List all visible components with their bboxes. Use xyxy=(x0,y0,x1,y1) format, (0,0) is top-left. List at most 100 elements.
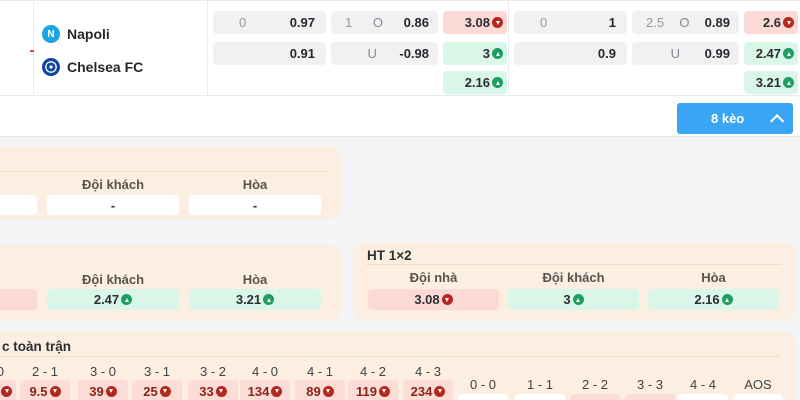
draw-odds-cell[interactable]: - xyxy=(189,195,321,215)
trend-up-icon xyxy=(572,294,584,305)
market-panel-ht1x2: HT 1×2 Đội nhà Đội khách Hòa 3.08 3 2.16 xyxy=(353,242,795,320)
trend-down-icon xyxy=(271,385,283,397)
trend-up-icon xyxy=(721,294,733,305)
trend-up-icon xyxy=(121,294,133,305)
away-odds-cell[interactable]: 2.47 xyxy=(47,289,179,310)
x12-away-odds-cell[interactable]: 3 xyxy=(443,42,507,65)
ou1-over-cell[interactable]: 1 O 0.86 xyxy=(331,11,438,34)
score-odds-cell[interactable]: 234 xyxy=(403,380,453,400)
odds-value: 0.89 xyxy=(704,15,730,30)
odds-value: 3.08 xyxy=(464,15,490,30)
score-odds-cell[interactable] xyxy=(515,394,565,400)
odds-value: 0.9 xyxy=(597,46,616,61)
x12-home-odds-cell[interactable]: 3.08 xyxy=(443,11,507,34)
draw-odds-cell[interactable]: 3.21 xyxy=(189,289,321,310)
odds-value: 0.99 xyxy=(704,46,730,61)
away-odds-cell[interactable]: - xyxy=(47,195,179,215)
odds-value: 0.86 xyxy=(403,15,429,30)
handicap2-away-cell[interactable]: 0.9 xyxy=(514,42,627,65)
odds-value: 89 xyxy=(306,383,321,399)
handicap2-home-cell[interactable]: 0 1 xyxy=(514,11,627,34)
line-value: 1 xyxy=(345,15,353,30)
score-odds-cell[interactable]: 33 xyxy=(188,380,238,400)
expand-markets-button[interactable]: 8 kèo xyxy=(677,103,793,134)
trend-down-icon xyxy=(441,294,453,305)
score-label: 4 - 3 xyxy=(414,364,441,379)
divider xyxy=(0,171,328,172)
handicap1-away-cell[interactable]: 0.91 xyxy=(213,42,326,65)
odds-value: 234 xyxy=(410,383,433,399)
away-team-name: Chelsea FC xyxy=(67,59,144,75)
score-label: 0 - 0 xyxy=(469,377,496,392)
odds-value: 2.6 xyxy=(762,15,781,30)
over-label: O xyxy=(679,15,690,30)
score-odds-cell[interactable]: 119 xyxy=(348,380,398,400)
odds-value: - xyxy=(252,197,258,213)
trend-down-icon xyxy=(105,385,117,397)
draw-column-header: Hòa xyxy=(242,177,268,192)
handicap1-home-cell[interactable]: 0 0.97 xyxy=(213,11,326,34)
score-odds-cell[interactable]: 134 xyxy=(240,380,290,400)
score-odds-cell[interactable] xyxy=(0,380,16,400)
x12b-draw-odds-cell[interactable]: 3.21 xyxy=(744,71,798,94)
odds-value: 2.47 xyxy=(755,46,781,61)
score-odds-cell[interactable] xyxy=(625,394,675,400)
under-label: U xyxy=(367,46,377,61)
odds-board: - N Napoli Chelsea FC 0 0.97 0.91 1 O 0.… xyxy=(0,0,800,137)
handicap-value: 0 xyxy=(540,15,548,30)
odds-value: 3.21 xyxy=(755,75,781,90)
x12-draw-odds-cell[interactable]: 2.16 xyxy=(443,71,507,94)
home-column-header: Đội nhà xyxy=(0,177,37,192)
ou2-over-cell[interactable]: 2.5 O 0.89 xyxy=(632,11,739,34)
odds-value: 2.16 xyxy=(464,75,490,90)
ou1-under-cell[interactable]: U -0.98 xyxy=(331,42,438,65)
divider xyxy=(366,264,782,265)
trend-down-icon xyxy=(378,385,390,397)
odds-value: 134 xyxy=(247,383,270,399)
trend-up-icon xyxy=(783,48,794,59)
home-team-row[interactable]: N Napoli xyxy=(42,25,110,43)
score-label: 4 - 1 xyxy=(306,364,333,379)
score-odds-cell[interactable]: 25 xyxy=(132,380,182,400)
score-odds-cell[interactable]: 89 xyxy=(295,380,345,400)
home-odds-cell[interactable]: - xyxy=(0,195,37,215)
divider xyxy=(207,1,208,95)
score-odds-cell[interactable] xyxy=(678,394,728,400)
odds-value: 1 xyxy=(608,15,616,30)
market-panel-correct-score: c toàn trận 2 - 0 2 - 1 9.5 3 - 0 39 3 -… xyxy=(0,332,795,400)
odds-value: 3 xyxy=(482,46,490,61)
score-odds-cell[interactable] xyxy=(733,394,783,400)
trend-down-icon xyxy=(49,385,61,397)
home-odds-cell[interactable]: 3.08 xyxy=(368,289,499,310)
away-odds-cell[interactable]: 3 xyxy=(508,289,639,310)
x12b-home-odds-cell[interactable]: 2.6 xyxy=(744,11,798,34)
match-marker: - xyxy=(29,42,35,59)
score-odds-cell[interactable]: 9.5 xyxy=(20,380,70,400)
trend-down-icon xyxy=(215,385,227,397)
market-panel-blank: Đội nhà Đội khách Hòa - - - xyxy=(0,146,341,219)
odds-value: 2.16 xyxy=(694,292,720,307)
divider xyxy=(0,95,800,96)
score-odds-cell[interactable] xyxy=(458,394,508,400)
under-label: U xyxy=(670,46,681,61)
score-odds-cell[interactable]: 39 xyxy=(78,380,128,400)
handicap-value: 0 xyxy=(239,15,247,30)
x12b-away-odds-cell[interactable]: 2.47 xyxy=(744,42,798,65)
chevron-up-icon xyxy=(770,113,785,128)
away-team-row[interactable]: Chelsea FC xyxy=(42,58,143,76)
score-odds-cell[interactable] xyxy=(570,394,620,400)
ou2-under-cell[interactable]: U 0.99 xyxy=(632,42,739,65)
odds-value: -0.98 xyxy=(399,46,429,61)
trend-up-icon xyxy=(783,77,794,88)
home-odds-cell[interactable] xyxy=(0,289,37,310)
trend-down-icon xyxy=(1,385,12,397)
score-label: AOS xyxy=(744,377,772,392)
score-label: 3 - 2 xyxy=(199,364,226,379)
draw-odds-cell[interactable]: 2.16 xyxy=(648,289,779,310)
panel-title: c toàn trận xyxy=(2,339,72,354)
trend-down-icon xyxy=(783,17,794,28)
odds-value: 3.21 xyxy=(235,292,262,307)
away-column-header: Đội khách xyxy=(542,270,605,285)
odds-value: 3 xyxy=(563,292,571,307)
divider xyxy=(0,356,781,357)
